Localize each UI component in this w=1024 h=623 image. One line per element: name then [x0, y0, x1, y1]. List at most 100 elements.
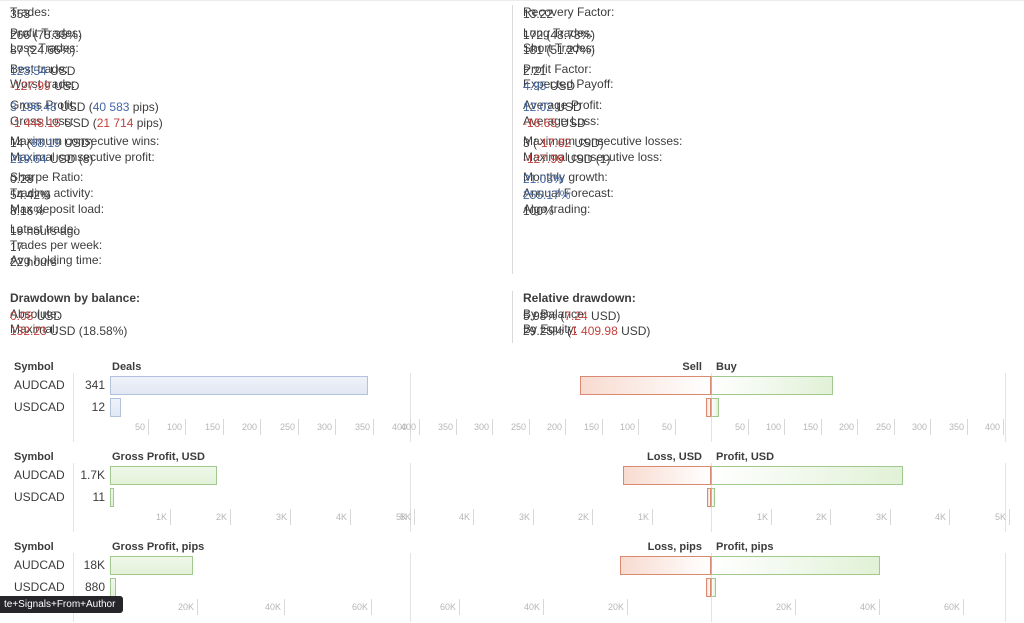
stat-group: Best trade: 123.54 USD Worst trade: -127.99… — [0, 62, 512, 94]
stat-value-segment: 132.23 — [10, 324, 47, 339]
axis-tick-label: 20K — [607, 601, 624, 612]
axis-tick-mark — [638, 418, 639, 435]
axis-tick-mark — [298, 418, 299, 435]
symbol-label[interactable]: USDCAD — [14, 489, 65, 504]
stat-group: Profit Factor: 2.21 Expected Payoff: 4.95 U… — [513, 61, 1023, 94]
stat-row: Maximal: 132.23 USD (18.58%) — [0, 322, 512, 338]
axis-tick-label: 100 — [765, 421, 781, 432]
stat-row: Worst trade: -127.99 USD — [0, 77, 512, 93]
stat-value: 17 — [10, 238, 23, 256]
axis-tick-label: 250 — [510, 421, 526, 432]
axis-tick-label: 4K — [335, 511, 347, 522]
value-bar — [110, 397, 121, 417]
mirror-right-bar — [711, 487, 715, 507]
stat-value-segment: -17.62 — [537, 136, 572, 151]
stat-row: Average Profit: 12.02 USD — [513, 98, 1023, 114]
axis-tick-mark — [456, 418, 457, 435]
axis-tick-label: 400 — [400, 421, 416, 432]
axis-tick-label: 50 — [134, 421, 145, 432]
stat-value-segment: pips) — [129, 99, 159, 114]
axis-tick-label: 20K — [775, 601, 792, 612]
stat-label: Short Trades: — [523, 41, 596, 56]
axis-tick-label: 4K — [934, 511, 946, 522]
axis-tick-mark — [148, 418, 149, 435]
axis-tick-mark — [652, 508, 653, 525]
stat-value: 22 hours — [10, 253, 57, 271]
stat-row: Maximum consecutive losses: 3 (-17.62 USD… — [513, 134, 1023, 150]
symbol-label[interactable]: AUDCAD — [14, 557, 65, 572]
stat-label: Gross Loss: — [10, 113, 75, 128]
stats-section: Trades: 353 Profit Trades: 266 (75.35%) Loss… — [0, 1, 1024, 274]
symbol-label[interactable]: USDCAD — [14, 579, 65, 594]
stat-group: Monthly growth: 21.03% Annual Forecast: 255… — [513, 170, 1023, 217]
stat-label: By Equity: — [523, 322, 578, 337]
stat-value-segment: 8.16% — [10, 203, 45, 218]
stat-value: 255.17% — [523, 186, 570, 204]
stat-value: -127.99 USD — [10, 77, 79, 95]
stat-value-segment: 172 (48.73%) — [523, 27, 596, 42]
value-bar — [110, 555, 193, 575]
axis-tick-mark — [830, 508, 831, 525]
axis-tick-mark — [949, 508, 950, 525]
stat-label: Maximum consecutive losses: — [523, 134, 683, 149]
symbol-value: 1.7K — [80, 467, 105, 482]
axis-tick-label: 300 — [473, 421, 489, 432]
axis-tick-label: 50 — [661, 421, 672, 432]
stat-value: 2.21 — [523, 62, 546, 80]
axis-tick-label: 1K — [637, 511, 649, 522]
stat-label: Sharpe Ratio: — [10, 170, 84, 185]
axis-tick-label: 300 — [316, 421, 332, 432]
symbol-label[interactable]: AUDCAD — [14, 467, 65, 482]
stat-value-segment: -127.99 — [523, 151, 564, 166]
axis-tick-mark — [930, 418, 931, 435]
stat-value-segment: 68.19 — [30, 136, 61, 151]
stat-value-segment: USD — [546, 79, 576, 94]
stat-row: Gross Profit: 3 196.48 USD (40 583 pips) — [0, 98, 512, 114]
stat-row: By Equity: 29.25% (1 409.98 USD) — [513, 322, 1023, 338]
axis-tick-mark — [335, 418, 336, 435]
mirror-left-bar — [706, 397, 711, 417]
mirror-left-header: Sell — [682, 360, 702, 373]
axis-tick-mark — [223, 418, 224, 435]
stat-label: Latest trade: — [10, 222, 77, 237]
stats-column-right: Recovery Factor: 13.22 Long Trades: 172 (48… — [512, 5, 1023, 274]
value-bar — [110, 465, 217, 485]
stat-value-segment: 22 hours — [10, 255, 57, 270]
axis-tick-label: 300 — [911, 421, 927, 432]
stat-group: Recovery Factor: 13.22 — [513, 5, 1023, 21]
stat-value-segment: USD ( — [60, 115, 97, 130]
section-header-row: Relative drawdown: — [513, 291, 1023, 307]
stat-group: Average Profit: 12.02 USD Average Loss: -16… — [513, 98, 1023, 130]
stat-value-segment: 0.08 — [10, 308, 34, 323]
section-header-row: Drawdown by balance: — [0, 291, 512, 307]
stat-group: Profit Trades: 266 (75.35%) Loss Trades: 87… — [0, 26, 512, 58]
stat-value-segment: 21 714 — [96, 115, 134, 130]
stat-label: Profit Factor: — [523, 61, 592, 76]
axis-tick-label: 2K — [815, 511, 827, 522]
panel-grid-line — [410, 552, 411, 622]
panel-grid-line — [1005, 372, 1006, 442]
axis-tick-mark — [419, 418, 420, 435]
axis-tick-mark — [533, 508, 534, 525]
mirror-right-header: Profit, pips — [716, 540, 774, 553]
stat-row: Algo trading: 100% — [513, 202, 1023, 218]
axis-tick-label: 40K — [523, 601, 540, 612]
axis-tick-mark — [627, 598, 628, 615]
stat-value-segment: USD) — [587, 308, 621, 323]
symbol-label[interactable]: AUDCAD — [14, 377, 65, 392]
axis-tick-label: 200 — [546, 421, 562, 432]
stat-value-segment: -127.99 — [10, 79, 51, 94]
stat-group: Latest trade: 19 hours ago Trades per week… — [0, 222, 512, 269]
symbol-label[interactable]: USDCAD — [14, 399, 65, 414]
stat-value-segment: 13.22 — [523, 7, 554, 21]
symbol-value: 880 — [84, 579, 105, 594]
stat-row: Trades: 353 — [0, 5, 512, 21]
stat-value-segment: USD ( — [56, 99, 93, 114]
stat-row: Maximum consecutive wins: 14 (68.19 USD) — [0, 134, 512, 150]
axis-tick-label: 250 — [875, 421, 891, 432]
stat-value-segment: 19 hours ago — [10, 224, 81, 239]
symbol-column-divider — [73, 552, 74, 622]
stat-label: By Balance: — [523, 306, 588, 321]
mirror-left-bar — [620, 555, 711, 575]
mirror-left-bar — [580, 375, 711, 395]
